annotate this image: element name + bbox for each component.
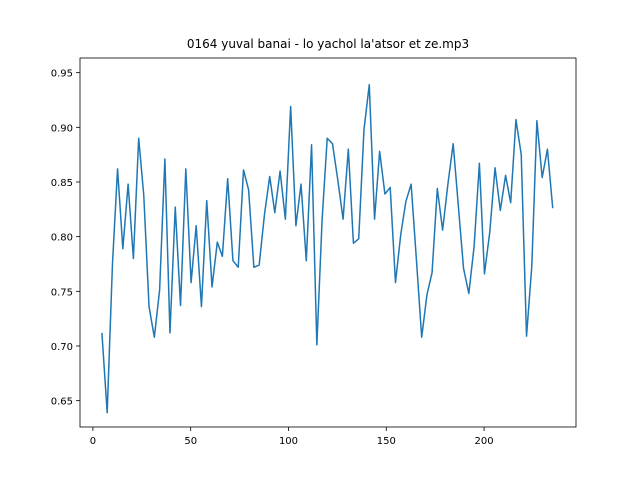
y-tick-label: 0.80 bbox=[51, 233, 73, 244]
y-tick-label: 0.75 bbox=[51, 287, 73, 298]
x-tick-label: 50 bbox=[184, 436, 197, 447]
data-line bbox=[101, 83, 554, 414]
x-tick-label: 0 bbox=[90, 436, 96, 447]
y-tick-label: 0.65 bbox=[51, 397, 73, 408]
y-tick-label: 0.85 bbox=[51, 178, 73, 189]
y-tick-label: 0.90 bbox=[51, 123, 73, 134]
x-tick-label: 100 bbox=[279, 436, 298, 447]
y-tick-label: 0.95 bbox=[51, 69, 73, 80]
chart-title: 0164 yuval banai - lo yachol la'atsor et… bbox=[187, 37, 469, 51]
plot-frame bbox=[79, 57, 577, 428]
y-tick-label: 0.70 bbox=[51, 342, 73, 353]
x-tick-label: 150 bbox=[377, 436, 396, 447]
x-tick-label: 200 bbox=[475, 436, 494, 447]
